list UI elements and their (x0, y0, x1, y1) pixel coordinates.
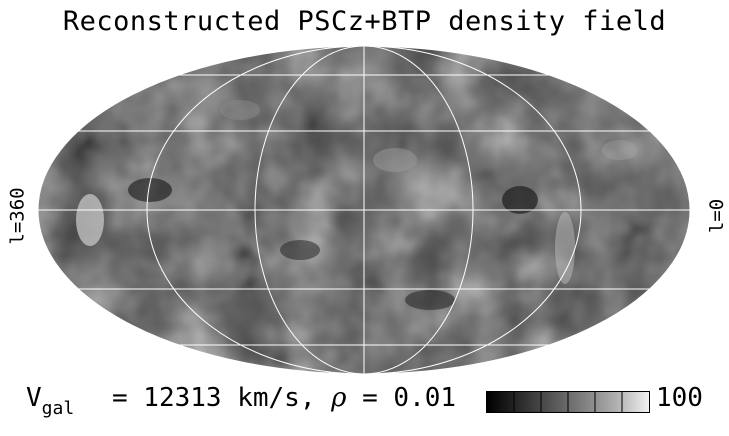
velocity-label: Vgal (26, 383, 75, 419)
caption-text: = 12313 km/s, ρ = 0.01 (112, 383, 457, 413)
right-longitude-label: l=0 (706, 198, 729, 234)
map-boundary (37, 45, 691, 375)
colorbar-max-label: 100 (656, 383, 703, 413)
left-longitude-label: l=360 (6, 187, 29, 245)
caption: Vgal = 12313 km/s, ρ = 0.01 (0, 383, 729, 423)
figure-title: Reconstructed PSCz+BTP density field (62, 6, 667, 37)
colorbar-gradient (487, 392, 649, 412)
colorbar (486, 391, 650, 413)
